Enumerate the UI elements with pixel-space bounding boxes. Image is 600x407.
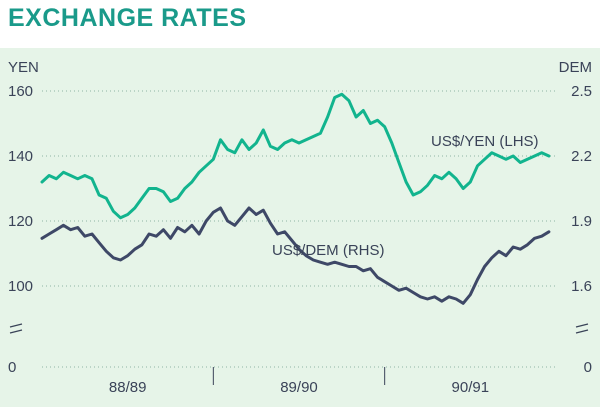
series-line-dem	[40, 206, 551, 305]
plot-panel	[0, 48, 600, 407]
break-stroke	[9, 323, 23, 328]
left-zero-label: 0	[8, 359, 16, 376]
left-axis-break	[9, 323, 23, 334]
period-label: 90/91	[452, 379, 490, 396]
series-line-yen	[40, 92, 551, 220]
period-label: 89/90	[280, 379, 318, 396]
break-stroke	[9, 329, 23, 334]
left-tick-label: 100	[8, 278, 33, 295]
right-axis-label: DEM	[559, 59, 592, 76]
page-title: EXCHANGE RATES	[8, 4, 247, 32]
series: US$/YEN (LHS) US$/DEM (RHS)	[40, 92, 551, 305]
grid-lines	[42, 90, 556, 368]
break-stroke	[575, 323, 589, 328]
right-tick-label: 2.2	[571, 148, 592, 165]
right-tick-label: 2.5	[571, 83, 592, 100]
left-tick-label: 120	[8, 213, 33, 230]
left-axis-label: YEN	[8, 59, 39, 76]
axes: YEN DEM 160 140 120 100 2.5 2.2 1.9 1.6 0 0 88/89 89/…	[8, 59, 592, 396]
break-stroke	[575, 329, 589, 334]
right-tick-label: 1.9	[571, 213, 592, 230]
right-axis-break	[575, 323, 589, 334]
series-label-dem: US$/DEM (RHS)	[272, 242, 385, 259]
left-tick-label: 140	[8, 148, 33, 165]
right-tick-label: 1.6	[571, 278, 592, 295]
left-tick-label: 160	[8, 83, 33, 100]
period-label: 88/89	[109, 379, 147, 396]
series-label-yen: US$/YEN (LHS)	[431, 133, 539, 150]
right-zero-label: 0	[584, 359, 592, 376]
